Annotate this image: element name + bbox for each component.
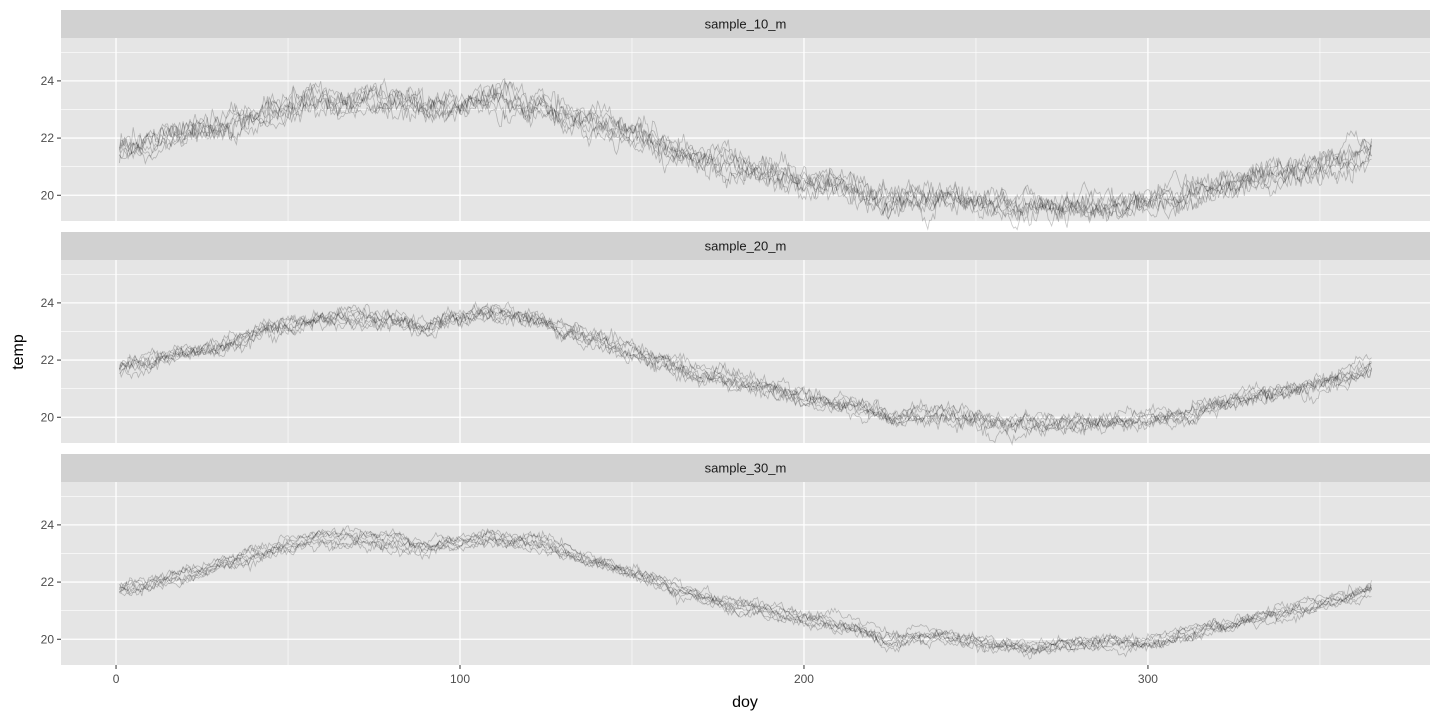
y-tick-label: 22 bbox=[41, 131, 55, 145]
replicate-line bbox=[119, 304, 1372, 434]
series-group bbox=[119, 77, 1372, 231]
replicate-line bbox=[119, 304, 1372, 438]
grid-lines bbox=[61, 260, 1430, 443]
y-tick-label: 24 bbox=[41, 296, 55, 310]
panel-background bbox=[61, 38, 1430, 221]
y-tick-label: 22 bbox=[41, 353, 55, 367]
replicate-line bbox=[119, 301, 1372, 433]
replicate-line bbox=[119, 526, 1372, 649]
replicate-line bbox=[119, 537, 1372, 654]
panels-layer: sample_10_m202224sample_20_m202224sample… bbox=[41, 10, 1430, 665]
y-tick-label: 20 bbox=[41, 188, 55, 202]
grid-lines bbox=[61, 482, 1430, 665]
replicate-line bbox=[119, 82, 1372, 221]
replicate-line bbox=[119, 308, 1372, 437]
replicate-line bbox=[119, 83, 1372, 227]
y-tick-label: 24 bbox=[41, 74, 55, 88]
facet-panel-2: sample_20_m 20 22 24 bbox=[41, 232, 1430, 447]
panel-background bbox=[61, 260, 1430, 443]
facet-strip bbox=[61, 454, 1430, 482]
facet-panel-3: sample_30_m 20 22 24 bbox=[41, 454, 1430, 665]
y-tick-label: 24 bbox=[41, 518, 55, 532]
x-tick-label: 0 bbox=[113, 672, 120, 686]
facet-strip-label: sample_10_m bbox=[705, 17, 787, 32]
replicate-line bbox=[119, 79, 1372, 214]
replicate-line bbox=[119, 302, 1372, 437]
replicate-line bbox=[119, 527, 1372, 654]
facet-strip bbox=[61, 10, 1430, 38]
facet-strip-label: sample_20_m bbox=[705, 239, 787, 254]
y-axis-title: temp bbox=[10, 334, 27, 370]
replicate-line bbox=[119, 525, 1372, 652]
replicate-line bbox=[119, 532, 1372, 660]
facet-panel-1: sample_10_m 20 22 24 bbox=[41, 10, 1430, 231]
replicate-line bbox=[119, 309, 1372, 447]
facet-strip bbox=[61, 232, 1430, 260]
replicate-line bbox=[119, 300, 1372, 428]
series-group bbox=[119, 300, 1372, 447]
replicate-line bbox=[119, 90, 1372, 231]
x-tick-label: 100 bbox=[450, 672, 470, 686]
panel-background bbox=[61, 482, 1430, 665]
y-tick-label: 22 bbox=[41, 575, 55, 589]
replicate-line bbox=[119, 536, 1372, 658]
x-axis-title: doy bbox=[732, 694, 758, 711]
facet-strip-label: sample_30_m bbox=[705, 461, 787, 476]
replicate-line bbox=[119, 83, 1372, 220]
replicate-line bbox=[119, 529, 1372, 653]
replicate-line bbox=[119, 77, 1372, 228]
replicate-line bbox=[119, 77, 1372, 231]
grid-lines bbox=[61, 38, 1430, 221]
x-axis: 0 100 200 300 bbox=[113, 665, 1158, 686]
x-tick-label: 200 bbox=[794, 672, 814, 686]
y-tick-label: 20 bbox=[41, 410, 55, 424]
y-tick-label: 20 bbox=[41, 632, 55, 646]
replicate-line bbox=[119, 84, 1372, 228]
replicate-line bbox=[119, 306, 1372, 435]
replicate-line bbox=[119, 537, 1372, 655]
x-tick-label: 300 bbox=[1138, 672, 1158, 686]
series-group bbox=[119, 525, 1372, 660]
